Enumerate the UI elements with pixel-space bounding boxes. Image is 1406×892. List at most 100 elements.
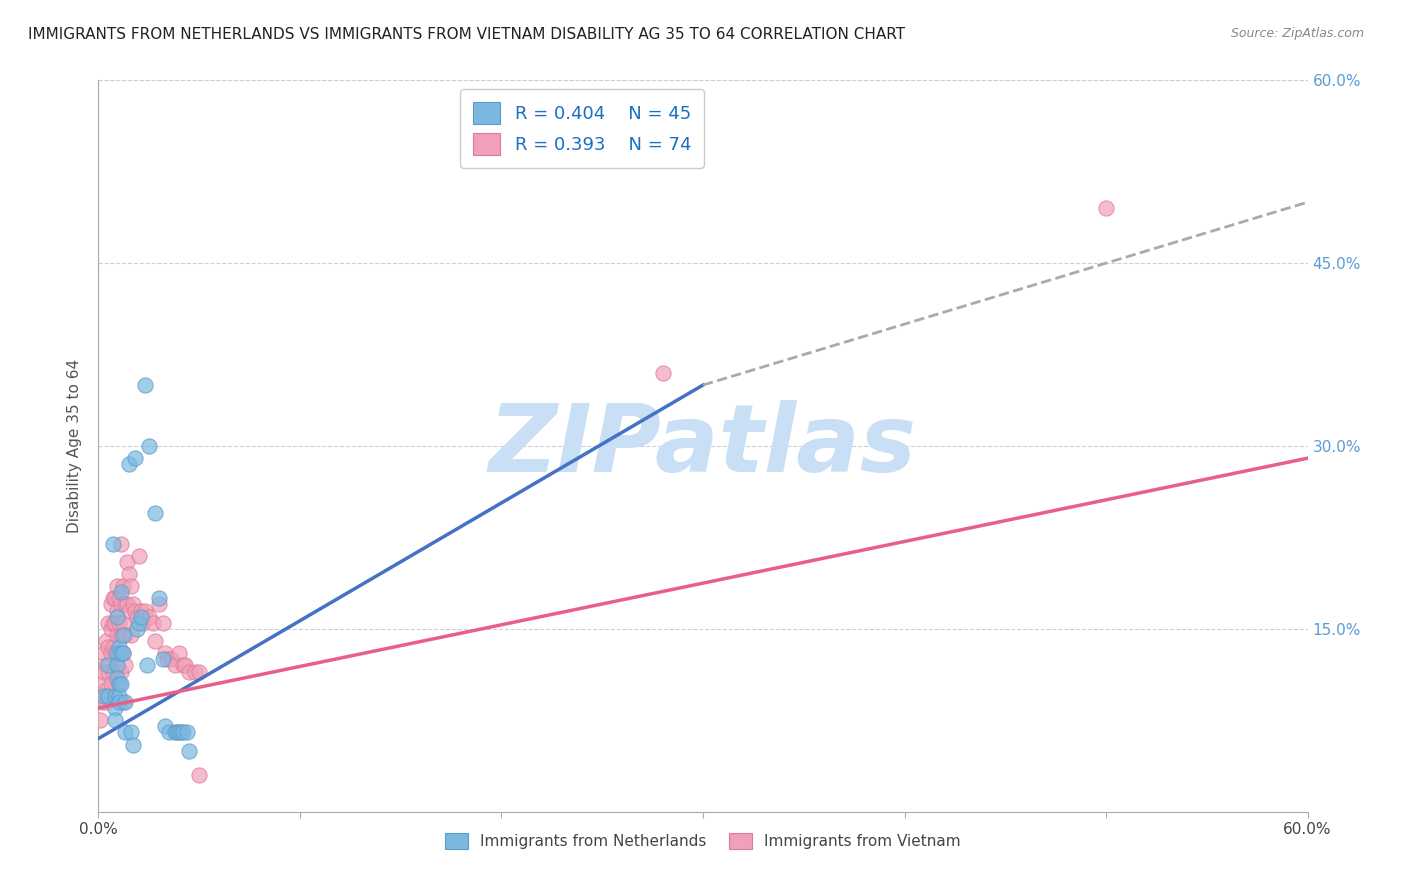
Point (105, 658, 128, 673)
Point (110, 676, 132, 690)
Point (97, 689, 120, 703)
Point (97, 689, 120, 703)
Point (111, 579, 134, 593)
Point (107, 695, 129, 709)
Point (96, 695, 118, 709)
Point (120, 628, 142, 642)
Point (132, 615, 155, 630)
Y-axis label: Disability Age 35 to 64: Disability Age 35 to 64 (67, 359, 83, 533)
Point (148, 598, 170, 612)
Point (93, 646, 115, 660)
Point (105, 658, 128, 673)
Point (107, 676, 129, 690)
Point (179, 665, 201, 679)
Point (160, 652, 183, 666)
Point (111, 695, 134, 709)
Point (100, 646, 122, 660)
Point (105, 628, 128, 642)
Point (91, 695, 114, 709)
Point (110, 536, 132, 550)
Point (176, 725, 198, 739)
Point (156, 652, 179, 666)
Point (107, 689, 129, 703)
Point (152, 615, 174, 630)
Point (170, 725, 193, 739)
Point (97, 665, 120, 679)
Point (97, 640, 120, 655)
Point (105, 579, 128, 593)
Point (105, 646, 128, 660)
Point (110, 628, 132, 642)
Point (114, 658, 136, 673)
Point (167, 725, 190, 739)
Point (118, 567, 141, 582)
Point (103, 701, 125, 715)
Point (103, 689, 125, 703)
Point (110, 585, 132, 599)
Point (101, 665, 124, 679)
Point (110, 665, 132, 679)
Point (114, 628, 136, 642)
Point (105, 671, 128, 685)
Point (188, 665, 211, 679)
Point (120, 725, 142, 739)
Point (125, 609, 148, 624)
Point (103, 591, 125, 606)
Point (114, 725, 136, 739)
Point (124, 451, 146, 466)
Point (129, 609, 152, 624)
Point (134, 378, 156, 392)
Point (105, 609, 128, 624)
Point (114, 598, 136, 612)
Point (111, 646, 134, 660)
Point (121, 598, 143, 612)
Point (100, 598, 122, 612)
Point (105, 603, 128, 617)
Point (96, 658, 118, 673)
Point (114, 695, 136, 709)
Point (97, 615, 120, 630)
Point (166, 725, 188, 739)
Point (96, 682, 118, 697)
Point (118, 603, 141, 617)
Point (96, 634, 118, 648)
Point (188, 768, 211, 782)
Legend: Immigrants from Netherlands, Immigrants from Vietnam: Immigrants from Netherlands, Immigrants … (439, 827, 967, 855)
Point (111, 628, 134, 642)
Point (163, 725, 186, 739)
Point (184, 665, 207, 679)
Point (172, 725, 194, 739)
Point (110, 646, 132, 660)
Point (121, 738, 143, 752)
Point (157, 725, 180, 739)
Point (163, 658, 186, 673)
Point (93, 665, 115, 679)
Point (89, 714, 111, 728)
Point (107, 640, 129, 655)
Point (107, 615, 129, 630)
Point (152, 652, 174, 666)
Point (651, 366, 673, 380)
Point (91, 676, 114, 690)
Point (124, 603, 146, 617)
Point (93, 689, 115, 703)
Point (118, 457, 141, 471)
Point (103, 646, 125, 660)
Point (111, 615, 134, 630)
Point (101, 615, 124, 630)
Point (97, 658, 120, 673)
Point (107, 676, 129, 690)
Point (100, 676, 122, 690)
Point (142, 615, 165, 630)
Point (103, 615, 125, 630)
Point (111, 646, 134, 660)
Point (129, 603, 152, 617)
Point (174, 658, 197, 673)
Point (101, 591, 124, 606)
Point (93, 689, 115, 703)
Point (143, 634, 166, 648)
Point (101, 640, 124, 655)
Text: ZIPatlas: ZIPatlas (489, 400, 917, 492)
Point (143, 506, 166, 520)
Point (107, 646, 129, 660)
